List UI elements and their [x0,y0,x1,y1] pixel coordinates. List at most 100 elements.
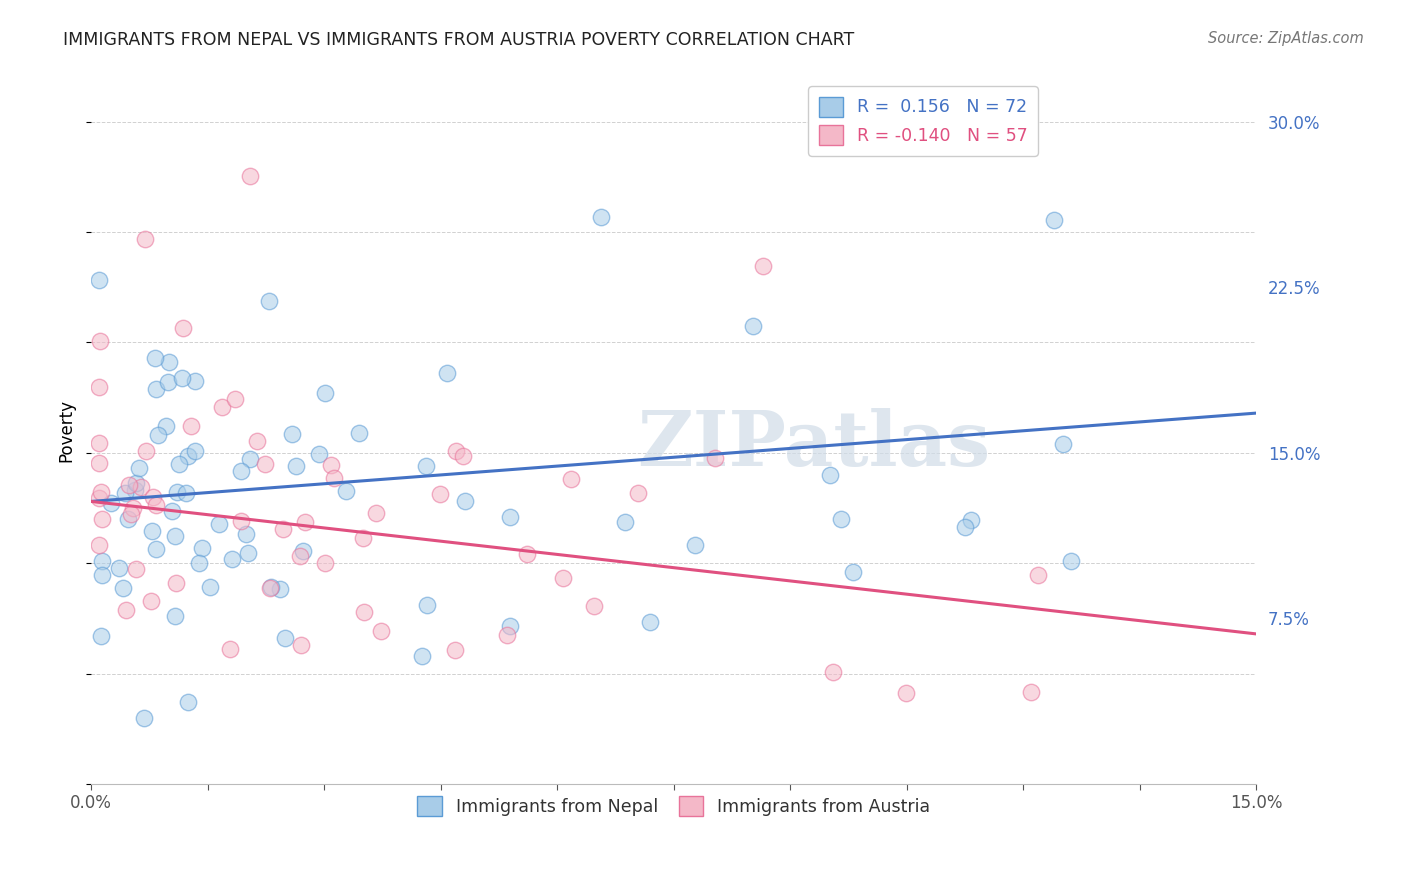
Point [87,476,110,491]
Point [335,599,357,613]
Point [830,490,852,504]
Point [1026,592,1049,607]
Point [314,573,336,587]
Point [117,374,139,388]
Point [613,354,636,368]
Point [752,431,775,445]
Point [257,479,280,493]
Point [239,552,262,566]
Point [627,232,650,246]
Point [165,551,187,566]
Point [221,503,243,517]
Legend: Immigrants from Nepal, Immigrants from Austria: Immigrants from Nepal, Immigrants from A… [409,788,939,825]
Point [288,346,311,360]
Point [148,505,170,519]
Point [125,591,148,606]
Point [160,382,183,396]
Point [259,169,281,183]
Point [184,456,207,470]
Point [166,455,188,469]
Point [155,351,177,365]
Point [269,606,291,620]
Point [198,372,221,386]
Point [319,458,342,472]
Point [114,554,136,568]
Point [370,539,392,553]
Point [818,502,841,516]
Point [118,500,141,515]
Point [291,617,314,632]
Point [323,438,346,452]
Point [551,539,574,553]
Point [169,588,191,602]
Point [87,700,110,714]
Point [314,425,336,439]
Point [1060,525,1083,540]
Point [583,518,606,533]
Point [145,569,167,583]
Point [347,530,370,544]
Point [129,641,152,656]
Point [208,561,231,575]
Point [896,431,918,445]
Point [90,554,112,568]
Point [415,694,437,708]
Point [271,646,294,660]
Point [157,559,180,574]
Point [120,457,142,471]
Point [139,490,162,504]
Point [235,370,257,384]
Point [499,446,522,460]
Point [145,484,167,499]
Point [174,604,197,618]
Point [134,518,156,533]
Point [91,485,114,500]
Point [290,582,312,597]
Point [236,639,259,653]
Point [177,299,200,313]
Point [274,543,297,558]
Point [451,468,474,483]
Point [429,498,451,512]
Point [308,409,330,424]
Point [108,358,131,372]
Point [125,494,148,508]
Point [87,414,110,428]
Point [1021,625,1043,640]
Point [183,556,205,570]
Point [294,549,316,564]
Text: IMMIGRANTS FROM NEPAL VS IMMIGRANTS FROM AUSTRIA POVERTY CORRELATION CHART: IMMIGRANTS FROM NEPAL VS IMMIGRANTS FROM… [63,31,855,49]
Point [188,467,211,481]
Point [703,606,725,620]
Point [180,510,202,524]
Point [135,470,157,484]
Point [683,527,706,541]
Point [284,210,307,224]
Point [260,561,283,575]
Point [156,457,179,471]
Point [229,551,252,566]
Point [165,608,187,623]
Point [239,634,262,648]
Point [172,500,194,514]
Point [224,449,246,463]
Point [246,500,269,515]
Point [87,607,110,622]
Point [219,518,242,533]
Point [1052,457,1074,471]
Point [436,516,458,530]
Point [353,500,375,515]
Point [955,536,977,550]
Point [841,434,863,449]
Point [515,460,537,475]
Point [128,640,150,654]
Point [89,456,111,470]
Point [191,554,214,568]
Point [638,491,661,506]
Point [90,444,112,458]
Point [87,316,110,330]
Point [100,273,122,287]
Point [121,260,143,274]
Point [496,646,519,660]
Point [821,458,844,472]
